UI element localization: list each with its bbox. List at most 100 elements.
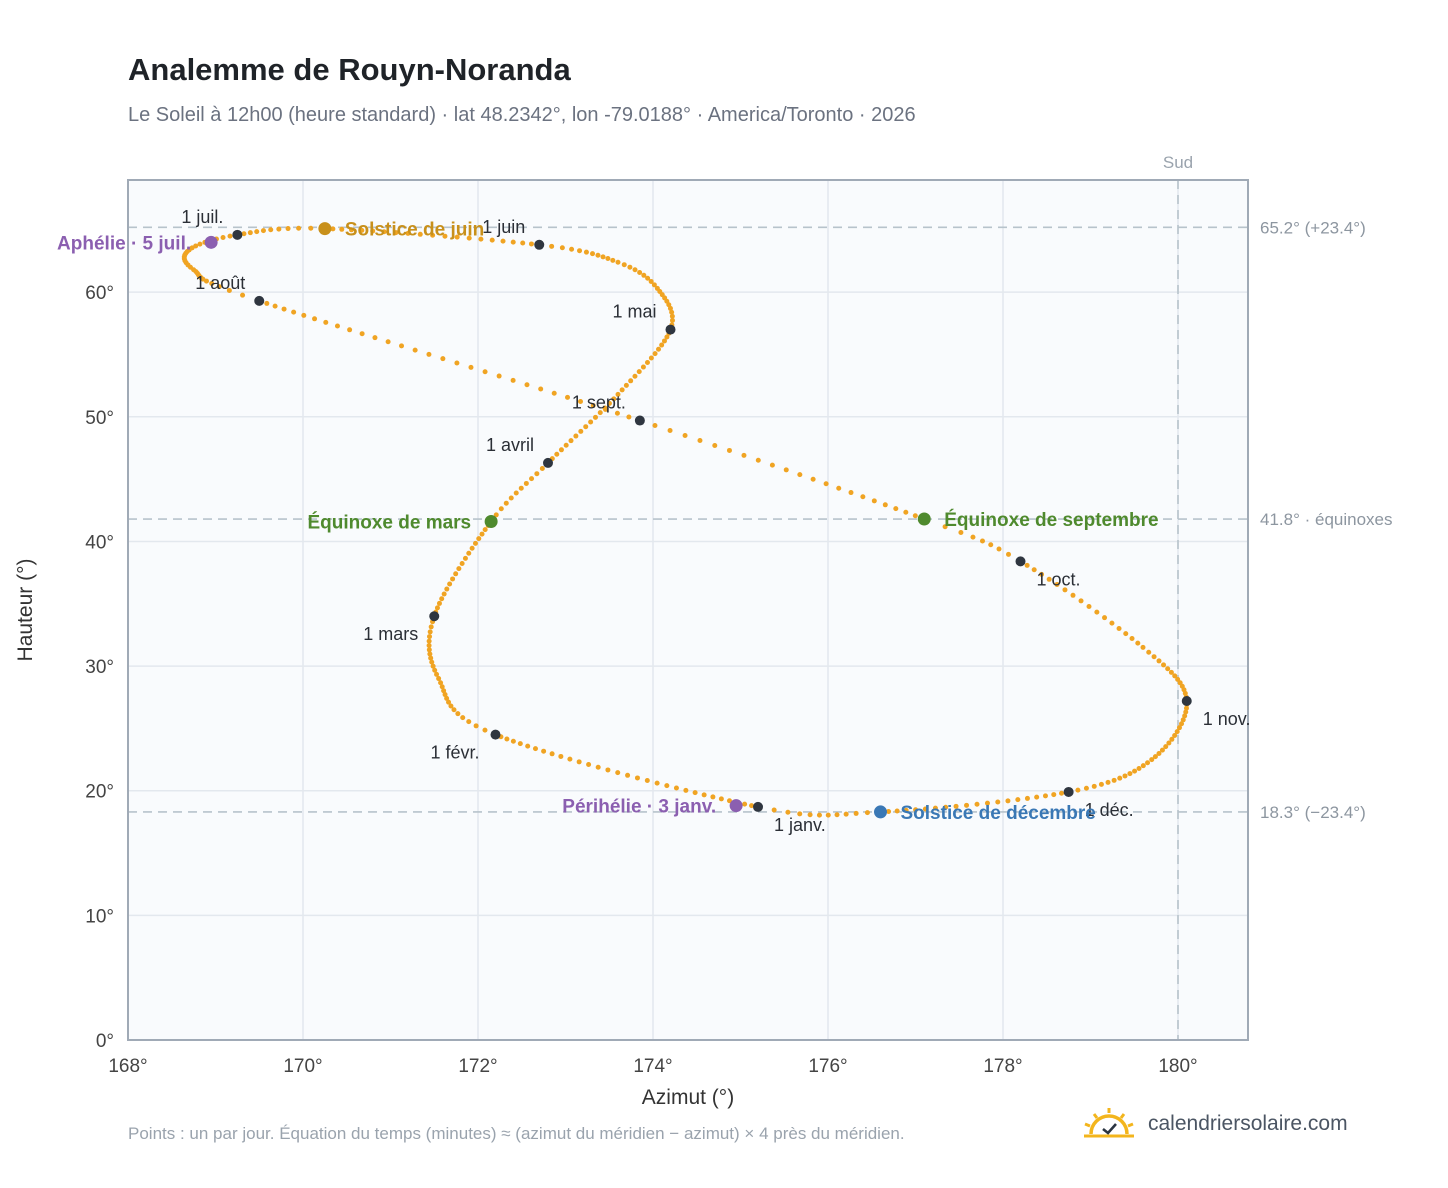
day-point [227,233,233,239]
day-point [1098,781,1104,787]
day-point [339,226,345,232]
day-point [569,246,575,252]
day-point [1161,662,1167,668]
month-label: 1 juin [482,217,525,237]
day-point [1105,779,1111,785]
day-point [988,542,994,548]
month-marker [665,324,676,335]
day-point [498,506,504,512]
month-marker [429,611,440,622]
month-label: 1 sept. [572,393,626,413]
day-point [534,471,540,477]
month-marker [753,801,763,812]
day-point [1172,732,1178,738]
month-label: 1 juil. [181,207,223,227]
day-point [393,230,399,236]
day-point [428,624,434,630]
day-point [504,736,510,742]
day-point [1109,620,1115,626]
day-point [636,369,642,375]
day-point [442,233,448,239]
brand[interactable]: calendriersolaire.com [1082,1104,1348,1144]
day-point [614,410,620,416]
day-point [843,811,849,817]
day-point [769,462,775,468]
day-point [518,485,524,491]
event-marker [729,799,743,813]
day-point [1182,713,1188,719]
y-tick-label: 30° [85,657,114,678]
month-markers: 1 janv. 1 févr. 1 mars 1 avril 1 mai 1 juin 1 … [181,207,1250,835]
day-point [1140,763,1146,769]
day-point [285,226,291,232]
day-point [454,234,460,240]
day-point [894,808,900,814]
day-point [466,719,472,725]
day-point [953,803,959,809]
day-point [482,527,488,533]
day-point [1182,690,1188,696]
day-point [240,292,246,298]
day-point [440,356,446,362]
reference-line-label: 41.8° · équinoxes [1260,510,1393,529]
day-point [578,428,584,434]
day-point [726,798,732,804]
day-point [816,812,822,818]
month-label: 1 mai [612,302,656,322]
day-point [334,323,340,329]
day-point [1111,777,1117,783]
day-point [434,605,440,611]
day-point [462,555,468,561]
month-marker [1181,695,1192,706]
day-point [637,269,643,275]
day-point [644,778,650,784]
event-marker [318,222,332,236]
day-point [615,391,621,397]
day-point [583,424,589,430]
day-point [632,267,638,273]
day-point [1132,768,1138,774]
event-marker [484,515,498,529]
day-point [1031,567,1037,573]
day-point [810,476,816,482]
day-point [697,438,703,443]
day-point [628,378,634,384]
day-point [330,226,336,232]
day-point [1117,775,1123,781]
day-point [489,237,495,243]
day-point [430,663,436,669]
day-point [529,476,535,482]
day-point [427,629,433,635]
day-point [432,667,438,673]
day-point [1094,609,1100,615]
day-point [651,282,657,288]
event-marker [874,805,887,819]
day-point [220,234,226,240]
month-label: 1 nov. [1203,709,1251,729]
day-point [1042,793,1048,799]
day-point [276,226,282,232]
day-point [436,600,442,606]
day-point [1102,615,1108,621]
day-point [427,634,433,640]
day-point [588,419,594,425]
day-point [482,369,488,375]
day-point [1151,654,1157,660]
day-point [496,373,502,379]
day-point [459,560,465,566]
axis-ticks: 168° 170° 172° 174° 176° 178° 180° 0° 10° 20° 30° 4… [85,283,1197,1077]
day-point [563,442,569,448]
day-point [439,596,445,602]
day-point [551,390,557,396]
day-point [619,387,625,393]
day-point [882,502,888,508]
x-tick-label: 168° [108,1056,147,1077]
day-point [595,764,601,770]
day-point [996,546,1002,552]
day-point [549,751,555,757]
day-point [701,792,707,798]
event-label: Équinoxe de septembre [944,509,1158,531]
day-point [1086,604,1092,609]
day-point [482,727,488,733]
event-label: Solstice de décembre [901,803,1096,824]
